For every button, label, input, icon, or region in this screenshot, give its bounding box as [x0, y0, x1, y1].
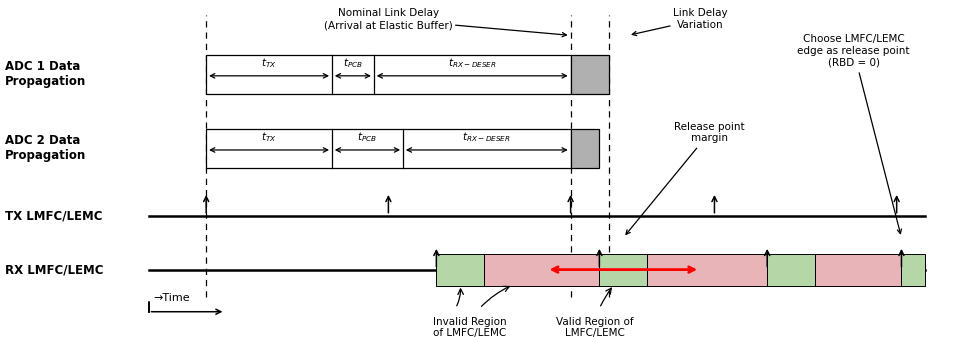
- Bar: [599, 253, 647, 285]
- Text: $t_{PCB}$: $t_{PCB}$: [358, 130, 378, 144]
- Text: $t_{RX-DESER}$: $t_{RX-DESER}$: [462, 130, 511, 144]
- Bar: [815, 253, 901, 285]
- Bar: [767, 253, 815, 285]
- Text: Invalid Region
of LMFC/LEMC: Invalid Region of LMFC/LEMC: [433, 317, 506, 337]
- Bar: [901, 253, 925, 285]
- Text: ADC 2 Data
Propagation: ADC 2 Data Propagation: [5, 134, 86, 162]
- Bar: [647, 253, 767, 285]
- Bar: [571, 129, 599, 167]
- Text: Link Delay
Variation: Link Delay Variation: [632, 8, 727, 36]
- Text: →Time: →Time: [153, 293, 190, 303]
- Text: Valid Region of
LMFC/LEMC: Valid Region of LMFC/LEMC: [556, 317, 633, 337]
- Text: $t_{TX}$: $t_{TX}$: [261, 56, 277, 70]
- Text: $t_{TX}$: $t_{TX}$: [261, 130, 277, 144]
- Text: Release point
margin: Release point margin: [626, 122, 745, 234]
- Bar: [484, 253, 599, 285]
- Bar: [206, 55, 571, 93]
- Bar: [571, 55, 609, 93]
- Bar: [436, 253, 484, 285]
- Bar: [206, 129, 571, 167]
- Text: RX LMFC/LEMC: RX LMFC/LEMC: [5, 263, 104, 276]
- Text: Nominal Link Delay
(Arrival at Elastic Buffer): Nominal Link Delay (Arrival at Elastic B…: [324, 8, 567, 37]
- Text: Choose LMFC/LEMC
edge as release point
(RBD = 0): Choose LMFC/LEMC edge as release point (…: [797, 34, 910, 234]
- Text: TX LMFC/LEMC: TX LMFC/LEMC: [5, 209, 103, 222]
- Text: $t_{PCB}$: $t_{PCB}$: [342, 56, 363, 70]
- Text: $t_{RX-DESER}$: $t_{RX-DESER}$: [448, 56, 497, 70]
- Text: ADC 1 Data
Propagation: ADC 1 Data Propagation: [5, 60, 86, 88]
